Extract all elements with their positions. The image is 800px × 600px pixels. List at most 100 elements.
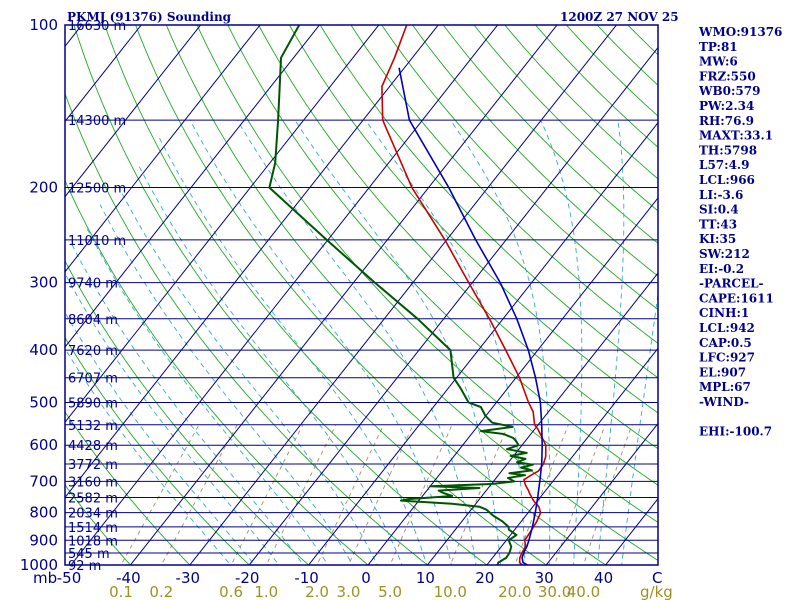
isotherm-line bbox=[189, 25, 618, 565]
mixing-ratio-label: 1.0 bbox=[254, 583, 278, 600]
isotherm-line bbox=[65, 25, 142, 123]
dry-adiabat-line bbox=[65, 260, 310, 565]
dry-adiabat-line bbox=[65, 411, 191, 565]
index-entry: MPL:67 bbox=[699, 380, 751, 394]
height-label: 1514 m bbox=[68, 521, 118, 536]
pressure-tick-label: 1000 bbox=[20, 556, 58, 574]
index-entry: EI:-0.2 bbox=[699, 262, 744, 276]
index-entry: TH:5798 bbox=[699, 143, 757, 157]
mixing-ratio-label: 2.0 bbox=[305, 583, 329, 600]
height-label: 9740 m bbox=[68, 277, 118, 292]
temperature-tick-label: -50 bbox=[57, 569, 82, 587]
height-label: 14300 m bbox=[68, 114, 126, 129]
index-entry: MW:6 bbox=[699, 55, 738, 69]
height-label: 545 m bbox=[68, 547, 110, 562]
parcel-series bbox=[398, 67, 543, 565]
isotherm-line bbox=[65, 25, 202, 198]
pressure-tick-label: 700 bbox=[29, 472, 58, 490]
isotherm-line bbox=[65, 25, 261, 273]
index-entry: RH:76.9 bbox=[699, 114, 754, 128]
isotherm-line bbox=[367, 197, 658, 565]
height-label: 4428 m bbox=[68, 439, 118, 454]
mixing-ratio-label: 0.1 bbox=[109, 583, 133, 600]
pressure-tick-label: 800 bbox=[29, 504, 58, 522]
mixing-ratio-line bbox=[449, 424, 509, 565]
chart-series bbox=[268, 25, 547, 565]
temperature-tick-label: -40 bbox=[116, 569, 141, 587]
index-entry: MAXT:33.1 bbox=[699, 129, 773, 143]
index-entry: -WIND- bbox=[699, 395, 749, 409]
mixing-ratio-label: 20.0 bbox=[498, 583, 531, 600]
dry-adiabat-line bbox=[381, 25, 658, 311]
index-entry: L57:4.9 bbox=[699, 158, 749, 172]
dry-adiabat-line bbox=[165, 25, 658, 562]
dry-adiabat-line bbox=[65, 92, 429, 565]
height-label: 6707 m bbox=[68, 372, 118, 387]
pressure-tick-label: 100 bbox=[29, 16, 58, 34]
dry-adiabat-line bbox=[258, 25, 658, 450]
time-title: 1200Z 27 NOV 25 bbox=[560, 10, 679, 24]
dry-adiabat-line bbox=[65, 484, 132, 565]
temperature-series bbox=[381, 25, 547, 565]
index-entry: TP:81 bbox=[699, 40, 738, 54]
moist-adiabat-line bbox=[99, 204, 354, 565]
isotherm-line bbox=[307, 121, 658, 565]
dry-adiabat-line bbox=[288, 25, 658, 414]
height-label: 92 m bbox=[68, 559, 101, 574]
index-entry: SW:212 bbox=[699, 247, 750, 261]
moist-adiabat-line bbox=[65, 311, 256, 565]
chart-grid bbox=[65, 25, 658, 565]
mixing-ratio-line bbox=[348, 424, 414, 565]
pressure-tick-label: 900 bbox=[29, 531, 58, 549]
height-label: 3160 m bbox=[68, 475, 118, 490]
height-label: 5132 m bbox=[68, 419, 118, 434]
index-entry: TT:43 bbox=[699, 217, 737, 231]
temperature-tick-label: 10 bbox=[416, 569, 435, 587]
pressure-tick-label: 300 bbox=[29, 274, 58, 292]
isotherm-line bbox=[129, 25, 558, 565]
mixing-ratio-label: 40.0 bbox=[567, 583, 600, 600]
height-label: 7620 m bbox=[68, 344, 118, 359]
index-entry: LCL:942 bbox=[699, 321, 755, 335]
mixing-ratio-unit: g/kg bbox=[640, 583, 673, 600]
index-entry: PW:2.34 bbox=[699, 99, 754, 113]
height-label: 3772 m bbox=[68, 458, 118, 473]
isotherm-line bbox=[65, 25, 439, 499]
index-entry: EHI:-100.7 bbox=[699, 425, 772, 439]
moist-adiabat-line bbox=[136, 162, 403, 565]
dry-adiabat-line bbox=[411, 25, 658, 277]
temperature-tick-label: -30 bbox=[176, 569, 201, 587]
temperature-tick-label: -10 bbox=[294, 569, 319, 587]
index-entry: SI:0.4 bbox=[699, 203, 739, 217]
index-entry: LI:-3.6 bbox=[699, 188, 743, 202]
index-entry: FRZ:550 bbox=[699, 69, 756, 83]
index-entry: -PARCEL- bbox=[699, 277, 764, 291]
mixing-ratio-label: 3.0 bbox=[337, 583, 361, 600]
temperature-tick-label: 30 bbox=[535, 569, 554, 587]
temperature-tick-label: 40 bbox=[594, 569, 613, 587]
isotherm-line bbox=[70, 25, 499, 565]
dry-adiabat-line bbox=[65, 179, 369, 565]
mixing-ratio-label: 0.2 bbox=[149, 583, 173, 600]
height-label: 8604 m bbox=[68, 313, 118, 328]
y-unit-label: mb bbox=[33, 569, 57, 587]
index-entry: EL:907 bbox=[699, 365, 746, 379]
moist-adiabat-line bbox=[71, 244, 304, 565]
pressure-tick-label: 500 bbox=[29, 393, 58, 411]
x-unit-label: C bbox=[652, 569, 662, 587]
dry-adiabat-line bbox=[65, 336, 250, 565]
isotherm-line bbox=[486, 347, 658, 565]
index-entry: CAPE:1611 bbox=[699, 291, 774, 305]
index-entry: WB0:579 bbox=[698, 84, 760, 98]
mixing-ratio-label: 10.0 bbox=[434, 583, 467, 600]
index-entry: CAP:0.5 bbox=[699, 336, 752, 350]
height-label: 1018 m bbox=[68, 534, 118, 549]
isotherm-line bbox=[65, 25, 380, 424]
pressure-tick-label: 400 bbox=[29, 341, 58, 359]
isotherm-line bbox=[248, 46, 658, 565]
plot-frame bbox=[64, 24, 659, 566]
mixing-ratio-label: 5.0 bbox=[378, 583, 402, 600]
isotherm-line bbox=[545, 422, 658, 565]
